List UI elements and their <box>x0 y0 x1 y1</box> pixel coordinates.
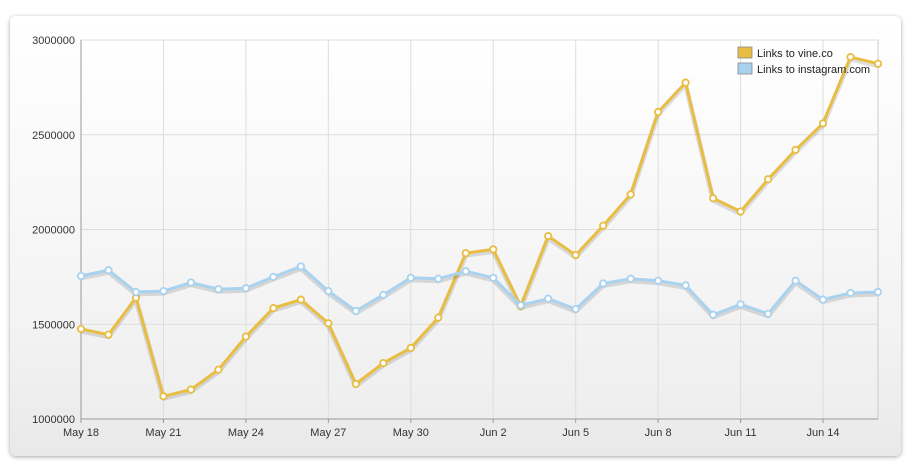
series-2-point <box>461 267 470 276</box>
series-1-point <box>736 207 745 216</box>
series-2-point <box>76 271 86 281</box>
series-1-point <box>241 332 250 341</box>
series-1-point <box>104 330 113 339</box>
series-1-point <box>791 145 800 155</box>
series-1-point <box>599 221 608 230</box>
series-1-point <box>379 358 388 368</box>
series-1-point <box>681 78 690 87</box>
series-2-point <box>269 272 278 281</box>
y-tick-label: 2000000 <box>32 225 75 237</box>
series-2-point <box>296 262 305 271</box>
series-group <box>76 52 883 401</box>
y-tick-label: 3000000 <box>32 35 75 47</box>
series-1-point <box>324 319 333 328</box>
series-1-point <box>159 392 168 401</box>
series-2-shadow <box>80 266 879 320</box>
series-1-point <box>76 324 86 334</box>
series-2-point <box>434 274 443 283</box>
series-1-point <box>544 232 553 241</box>
grid <box>80 39 878 423</box>
series-1-point <box>571 250 580 260</box>
x-tick-label: May 27 <box>310 427 346 439</box>
series-1-point <box>654 107 663 117</box>
series-1-point <box>186 385 196 394</box>
series-2-point <box>351 306 360 316</box>
series-2-point <box>489 273 498 282</box>
series-2-point <box>791 276 800 285</box>
series-2-point <box>873 287 883 297</box>
series-1-point <box>461 249 470 258</box>
series-1-point <box>709 194 718 203</box>
x-tick-label: May 18 <box>63 427 99 439</box>
series-1-point <box>846 52 855 62</box>
series-1-point <box>489 245 498 254</box>
legend-label: Links to vine.co <box>757 48 833 60</box>
series-2-point <box>544 294 553 303</box>
series-1-point <box>296 295 305 304</box>
series-1-point <box>351 379 360 389</box>
series-1-line <box>80 55 879 398</box>
series-1-point <box>434 313 443 322</box>
x-tick-label: Jun 14 <box>807 427 840 439</box>
legend: Links to vine.co Links to instagram.com <box>737 46 870 76</box>
series-2-point <box>241 284 250 293</box>
series-2-point <box>736 300 745 309</box>
series-2-point <box>379 290 388 299</box>
legend-swatch <box>737 62 753 75</box>
x-tick-label: Jun 8 <box>645 427 672 439</box>
x-tick-label: Jun 2 <box>480 427 507 439</box>
x-tick-label: Jun 5 <box>562 427 589 439</box>
series-2-point <box>406 273 415 282</box>
series-2-point <box>763 309 773 318</box>
x-tick-label: May 30 <box>393 427 429 439</box>
series-2-point <box>818 295 828 304</box>
legend-label: Links to instagram.com <box>757 64 870 76</box>
series-2-point <box>186 278 196 287</box>
series-2-point <box>626 274 635 283</box>
series-2-point <box>571 304 580 314</box>
y-axis: 1000000 1500000 2000000 2500000 3000000 <box>32 35 75 426</box>
series-1-point <box>406 343 415 353</box>
series-2-point <box>846 288 855 298</box>
series-2-point <box>516 301 525 310</box>
series-2-point <box>214 285 223 294</box>
legend-swatch <box>737 46 753 59</box>
y-tick-label: 1000000 <box>32 414 75 426</box>
series-2-point <box>131 287 141 297</box>
x-tick-label: May 21 <box>145 427 181 439</box>
series-1-point <box>818 119 828 128</box>
series-2-point <box>324 286 333 296</box>
series-2-point <box>104 266 113 275</box>
series-2-point <box>159 286 168 296</box>
series-1-point <box>214 365 223 374</box>
x-tick-label: May 24 <box>228 427 264 439</box>
y-tick-label: 2500000 <box>32 130 75 142</box>
y-tick-label: 1500000 <box>32 319 75 331</box>
series-1-point <box>763 175 773 184</box>
x-axis: May 18 May 21 May 24 May 27 May 30 Jun 2 Jun 5… <box>63 427 840 439</box>
series-1-point <box>873 59 883 68</box>
series-2-line <box>80 265 879 317</box>
series-1-point <box>269 304 278 313</box>
series-1-point <box>626 190 635 199</box>
series-2-point <box>654 276 663 285</box>
series-2-point <box>681 281 690 290</box>
series-2-point <box>599 279 608 288</box>
x-tick-label: Jun 11 <box>724 427 756 439</box>
series-2-point <box>709 310 718 319</box>
